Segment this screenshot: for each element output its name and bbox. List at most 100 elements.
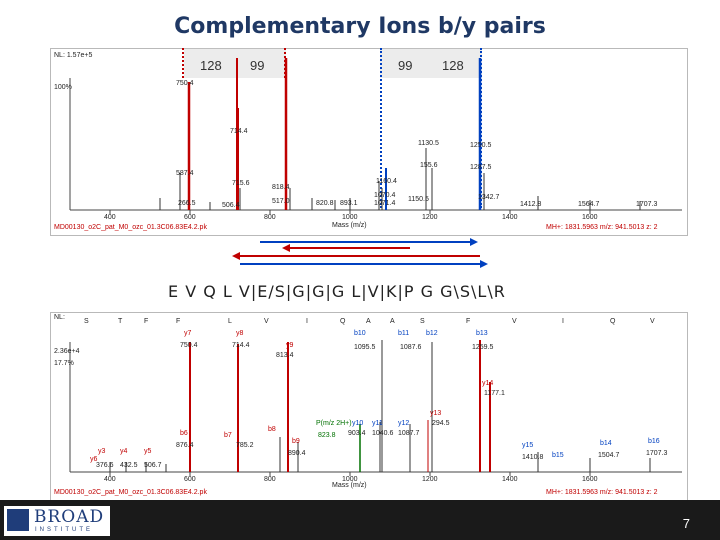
band-99-right [380, 48, 430, 78]
bottom-peak-label: 823.8 [318, 432, 336, 439]
top-peak-label: 1070.4 [374, 192, 396, 199]
bottom-peak-label: 1095.5 [354, 344, 376, 351]
band-label-3: 99 [398, 58, 413, 73]
bottom-peak-label: 1504.7 [598, 452, 620, 459]
top-nl-label: NL: 1.57e+5 [54, 52, 93, 59]
ion-label: y9 [286, 342, 294, 349]
residue-label: Q [340, 318, 346, 325]
top-peak-label: 1150.5 [408, 196, 429, 203]
residue-label: I [562, 318, 564, 325]
ion-label: y7 [184, 330, 192, 337]
ion-label: y10 [352, 420, 364, 427]
top-x-tick-label: 600 [184, 214, 196, 221]
bottom-peak-label: 506.7 [144, 462, 162, 469]
bottom-int-label: 2.36e+4 [54, 348, 80, 355]
broad-logo-subtext: INSTITUTE [35, 527, 93, 533]
band-label-4: 128 [442, 58, 464, 73]
residue-label: A [390, 318, 395, 325]
bottom-spectrum-plot [69, 340, 682, 476]
arrow-red-top-head [282, 244, 290, 252]
top-x-tick-label: 1200 [422, 214, 438, 221]
band-99-left [238, 48, 286, 78]
precursor-label: P(m/z 2H+) [316, 420, 352, 427]
ion-label: b8 [268, 426, 276, 433]
ion-label: y13 [430, 410, 442, 417]
bottom-peak-label: 294.5 [432, 420, 450, 427]
arrow-red-mid-head [232, 252, 240, 260]
dotted-line-blue-1 [380, 48, 382, 208]
bracket-arrows [232, 238, 488, 268]
bottom-peak-label: 813.4 [276, 352, 294, 359]
bottom-x-tick-label: 1600 [582, 476, 598, 483]
top-peak-label: 1160.4 [376, 178, 397, 185]
top-peak-label: 714.4 [230, 128, 248, 135]
top-peak-label: 517.0 [272, 198, 290, 205]
top-x-tick-label: 1000 [342, 214, 358, 221]
residue-label: A [366, 318, 371, 325]
ion-label: b6 [180, 430, 188, 437]
top-pct-label: 100% [54, 84, 72, 91]
bottom-peak-label: 376.6 [96, 462, 114, 469]
ion-label: y3 [98, 448, 106, 455]
residue-label: F [144, 318, 149, 325]
peptide-sequence: E V Q L V|E/S|G|G|G L|V|K|P G G\S\L\R [168, 282, 506, 301]
band-128-left [184, 48, 238, 78]
bottom-peak-label: 1259.5 [472, 344, 494, 351]
ion-label: b9 [292, 438, 300, 445]
bottom-peak-label: 1040.6 [372, 430, 394, 437]
broad-logo-text: BROAD [34, 507, 105, 527]
band-label-2: 99 [250, 58, 265, 73]
ion-label: b7 [224, 432, 232, 439]
ion-label: b11 [398, 330, 410, 337]
top-peak-label: 1287.5 [470, 164, 492, 171]
ion-label: b16 [648, 438, 660, 445]
bottom-peak-label: 750.4 [180, 342, 198, 349]
bottom-peak-label: 432.5 [120, 462, 138, 469]
top-peak-label: 820.8 [316, 200, 334, 207]
residue-label: T [118, 318, 123, 325]
top-peak-label: 1707.3 [636, 201, 658, 208]
top-peak-label: 715.6 [232, 180, 250, 187]
slide-title: Complementary Ions b/y pairs [174, 14, 546, 39]
broad-logo-icon [7, 509, 29, 531]
bottom-spectrum-panel [50, 312, 688, 502]
top-peak-label: 1071.4 [374, 200, 396, 207]
bottom-peak-label: 1087.7 [398, 430, 420, 437]
arrow-blue-top-head [470, 238, 478, 246]
ion-label: y5 [144, 448, 152, 455]
ion-label: b12 [426, 330, 438, 337]
top-file-info: MD00130_o2C_pat_M0_ozc_01.3C06.83E4.2.pk [54, 224, 207, 231]
bottom-peak-label: 1707.3 [646, 450, 668, 457]
bottom-x-tick-label: 1400 [502, 476, 518, 483]
bottom-x-tick-label: 600 [184, 476, 196, 483]
top-peak-label: 1130.5 [418, 140, 439, 147]
top-spectrum-plot [69, 58, 682, 214]
bottom-x-tick-label: 1000 [342, 476, 358, 483]
top-x-tick-label: 1600 [582, 214, 598, 221]
bottom-x-tick-label: 1200 [422, 476, 438, 483]
band-128-right [430, 48, 482, 78]
bottom-peak-label: 890.4 [288, 450, 306, 457]
ion-label: y8 [236, 330, 244, 337]
top-peak-label: 1342.7 [478, 194, 500, 201]
top-x-tick-label: 1400 [502, 214, 518, 221]
top-peak-label: 1250.5 [470, 142, 492, 149]
top-spectrum-panel [50, 48, 688, 236]
bottom-pct-label: 17.7% [54, 360, 74, 367]
residue-label: S [84, 318, 89, 325]
bottom-x-axis-label: Mass (m/z) [332, 482, 367, 489]
ion-label: y11 [372, 420, 383, 427]
top-peak-label: 155.6 [420, 162, 438, 169]
top-mh-info: MH+: 1831.5963 m/z: 941.5013 z: 2 [546, 224, 658, 231]
slide-footer [0, 500, 720, 540]
ion-label: b13 [476, 330, 488, 337]
top-peak-label: 506.4 [222, 202, 240, 209]
ion-label: y4 [120, 448, 128, 455]
bottom-peak-label: 1410.8 [522, 454, 544, 461]
bottom-x-tick-label: 400 [104, 476, 116, 483]
residue-label: Q [610, 318, 616, 325]
residue-label: F [176, 318, 181, 325]
bottom-nl-label: NL: [54, 314, 65, 321]
top-peak-label: 587.4 [176, 170, 194, 177]
top-peak-label: 266.5 [178, 200, 196, 207]
